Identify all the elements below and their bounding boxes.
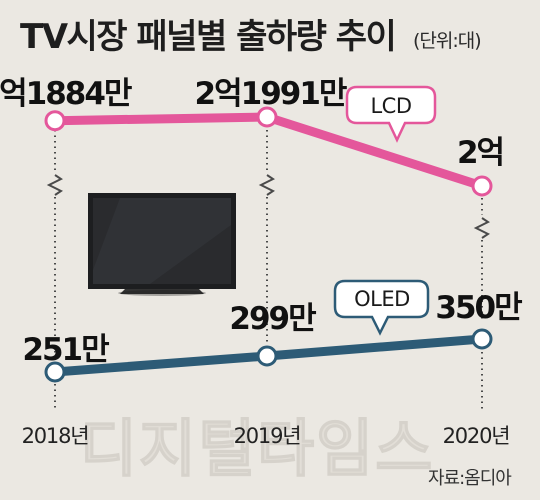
legend-lcd-label: LCD (370, 94, 411, 118)
x-tick-label-1: 2019년 (234, 424, 301, 448)
legend-lcd-box (345, 85, 437, 143)
legend-oled: OLED (333, 279, 430, 336)
legend-oled-box (333, 279, 430, 336)
oled-point-1 (256, 345, 278, 367)
data-labels: 2억1884만 2억1991만 2억 251만 299만 350만 (0, 76, 524, 368)
unit-note: (단위:대) (413, 30, 481, 52)
lcd-data-label-0: 2억1884만 (0, 76, 132, 112)
series-points (44, 106, 493, 383)
oled-data-label-1: 299만 (229, 301, 316, 337)
oled-point-2 (471, 328, 493, 350)
lcd-point-2 (471, 175, 493, 197)
lcd-data-label-2: 2억 (457, 135, 503, 171)
source-note: 자료:옴디아 (428, 468, 512, 489)
legend-lcd: LCD (345, 85, 437, 143)
axis-break-2 (473, 217, 490, 239)
chart-title: TV시장 패널별 출하량 추이 (20, 17, 395, 57)
axis-break-0 (46, 174, 63, 196)
oled-data-label-2: 350만 (435, 290, 522, 326)
x-tick-label-0: 2018년 (22, 424, 89, 448)
axis-break-1 (258, 174, 275, 196)
x-tick-label-2: 2020년 (443, 424, 510, 448)
legend-oled-label: OLED (354, 287, 410, 311)
lcd-point-1 (256, 106, 278, 128)
oled-data-label-0: 251만 (22, 332, 109, 368)
lcd-data-label-1: 2억1991만 (195, 76, 347, 112)
oled-point-0 (44, 361, 66, 383)
axis-breaks (46, 174, 490, 239)
tv-icon (88, 193, 236, 296)
watermark: 디지털타임스 (80, 412, 434, 485)
lcd-point-0 (44, 110, 66, 132)
